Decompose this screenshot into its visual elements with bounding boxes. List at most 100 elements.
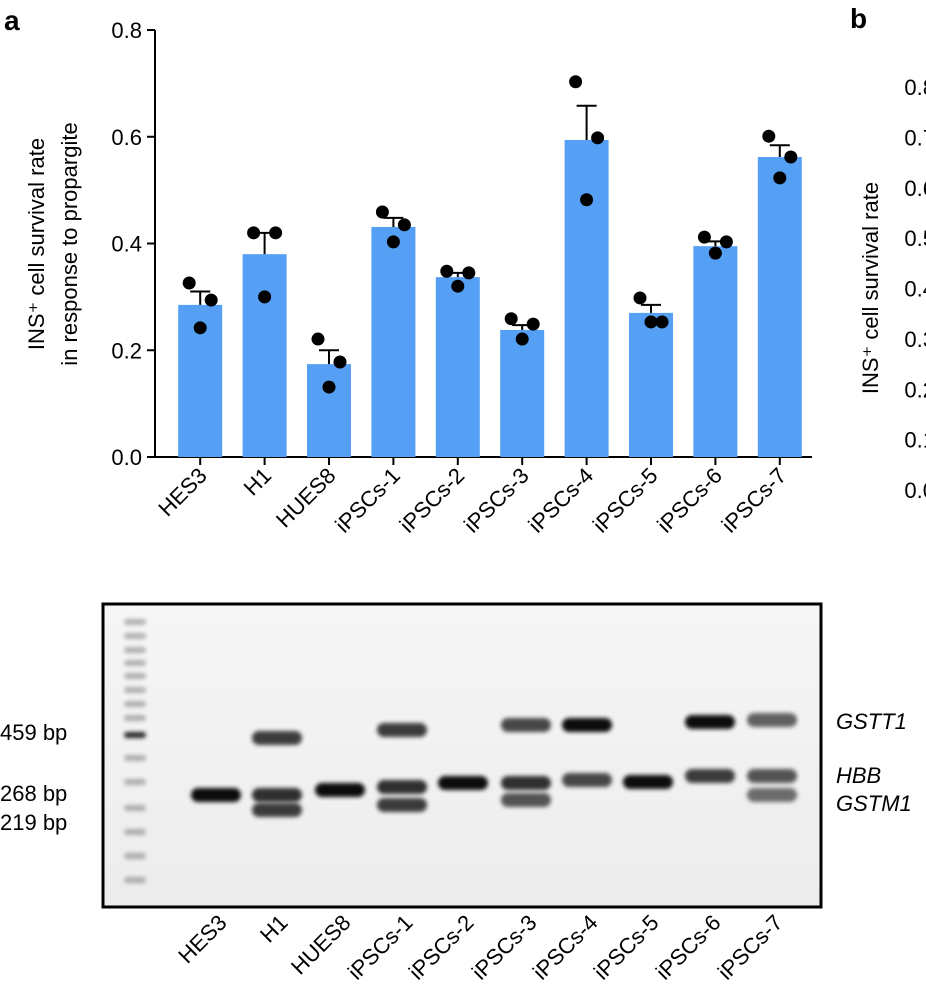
x-tick-label: iPSCs-5: [588, 463, 663, 538]
data-point: [397, 218, 411, 232]
x-tick-label: iPSCs-2: [395, 463, 470, 538]
ladder-band: [124, 647, 146, 653]
x-tick-label: iPSCs-7: [717, 463, 792, 538]
lane-label: iPSCs-5: [589, 910, 664, 985]
bar: [693, 246, 738, 457]
gel-band: [685, 769, 735, 783]
ladder-band: [124, 732, 146, 738]
data-point: [504, 312, 518, 326]
gel-band: [747, 769, 797, 783]
data-point: [784, 150, 798, 164]
y-axis-label: in response to propargite: [57, 122, 82, 365]
bar: [757, 157, 802, 457]
data-point: [591, 131, 605, 145]
gel-band: [252, 803, 302, 817]
error-bar: [190, 290, 211, 305]
x-tick-label: HES3: [153, 463, 211, 521]
gel-band: [438, 776, 488, 790]
data-point: [311, 332, 325, 346]
bar: [500, 329, 545, 457]
gel-image: [101, 602, 823, 909]
y-tick-label: 0.4: [111, 232, 142, 257]
data-point: [569, 75, 583, 89]
lane-label: iPSCs-2: [404, 910, 479, 985]
data-point: [526, 317, 540, 331]
gel-frame: [101, 602, 823, 909]
bar: [242, 254, 287, 457]
ladder-band: [124, 633, 146, 639]
error-bar: [383, 216, 404, 227]
data-point: [644, 315, 658, 329]
error-bar: [576, 104, 597, 140]
bar: [371, 226, 416, 457]
lane-label: iPSCs-4: [528, 910, 603, 985]
gene-label: GSTM1: [836, 791, 912, 816]
data-point: [451, 279, 465, 293]
gene-label: HBB: [836, 763, 881, 788]
x-tick-label: iPSCs-4: [523, 463, 598, 538]
ladder-band: [124, 779, 146, 785]
gel-band: [501, 793, 551, 807]
bar: [564, 139, 609, 457]
lane-label: iPSCs-7: [713, 910, 788, 985]
panel-label: b: [850, 3, 867, 34]
data-point: [440, 264, 454, 278]
bar: [435, 277, 480, 457]
data-point: [697, 230, 711, 244]
y-tick-label: 0.1: [904, 428, 926, 453]
error-bar: [319, 349, 339, 365]
marker-label: 268 bp: [0, 781, 67, 806]
data-point: [204, 293, 218, 307]
data-point: [708, 246, 722, 260]
ladder-band: [124, 853, 146, 859]
gel-band: [685, 715, 735, 729]
ladder-band: [124, 877, 146, 883]
lane-label: H1: [255, 910, 293, 948]
lane-label: iPSCs-3: [467, 910, 542, 985]
ladder-band: [124, 660, 146, 666]
data-point: [322, 380, 336, 394]
bar: [307, 364, 351, 457]
x-tick-label: HUES8: [271, 463, 341, 533]
gel-band: [191, 788, 241, 802]
y-tick-label: 0.8: [904, 75, 926, 100]
lane-label: iPSCs-6: [651, 910, 726, 985]
ladder-band: [124, 755, 146, 761]
data-point: [719, 235, 733, 249]
ladder-band: [124, 673, 146, 679]
gel-band: [623, 775, 673, 789]
y-tick-label: 0.2: [111, 338, 142, 363]
gel-band: [562, 718, 612, 732]
y-tick-label: 0.4: [904, 277, 926, 302]
data-point: [515, 332, 529, 346]
ladder-band: [124, 701, 146, 707]
data-point: [655, 315, 669, 329]
x-tick-label: H1: [239, 463, 277, 501]
ladder-band: [124, 829, 146, 835]
y-tick-label: 0.7: [904, 125, 926, 150]
lane-label: HES3: [173, 910, 231, 968]
panel-label: a: [4, 5, 20, 36]
x-tick-label: iPSCs-1: [330, 463, 405, 538]
data-point: [258, 290, 272, 304]
y-tick-label: 0.0: [904, 478, 926, 503]
data-point: [193, 321, 207, 335]
gel-band: [501, 776, 551, 790]
y-tick-label: 0.0: [111, 445, 142, 470]
data-point: [580, 193, 594, 207]
bar: [629, 312, 673, 457]
data-point: [633, 291, 647, 305]
ladder-band: [124, 715, 146, 721]
data-point: [333, 355, 347, 369]
gel-band: [252, 731, 302, 745]
y-tick-label: 0.8: [111, 18, 142, 43]
gel-band: [501, 718, 551, 732]
ladder-band: [124, 687, 146, 693]
gel-band: [562, 773, 612, 787]
gel-band: [747, 788, 797, 802]
marker-label: 219 bp: [0, 810, 67, 835]
data-point: [386, 235, 400, 249]
y-tick-label: 0.5: [904, 226, 926, 251]
x-tick-label: iPSCs-6: [652, 463, 727, 538]
